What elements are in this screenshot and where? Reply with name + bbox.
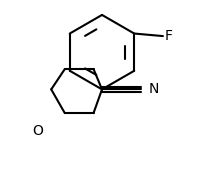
Text: N: N <box>149 82 159 96</box>
Text: O: O <box>32 124 43 138</box>
Text: F: F <box>165 29 173 43</box>
